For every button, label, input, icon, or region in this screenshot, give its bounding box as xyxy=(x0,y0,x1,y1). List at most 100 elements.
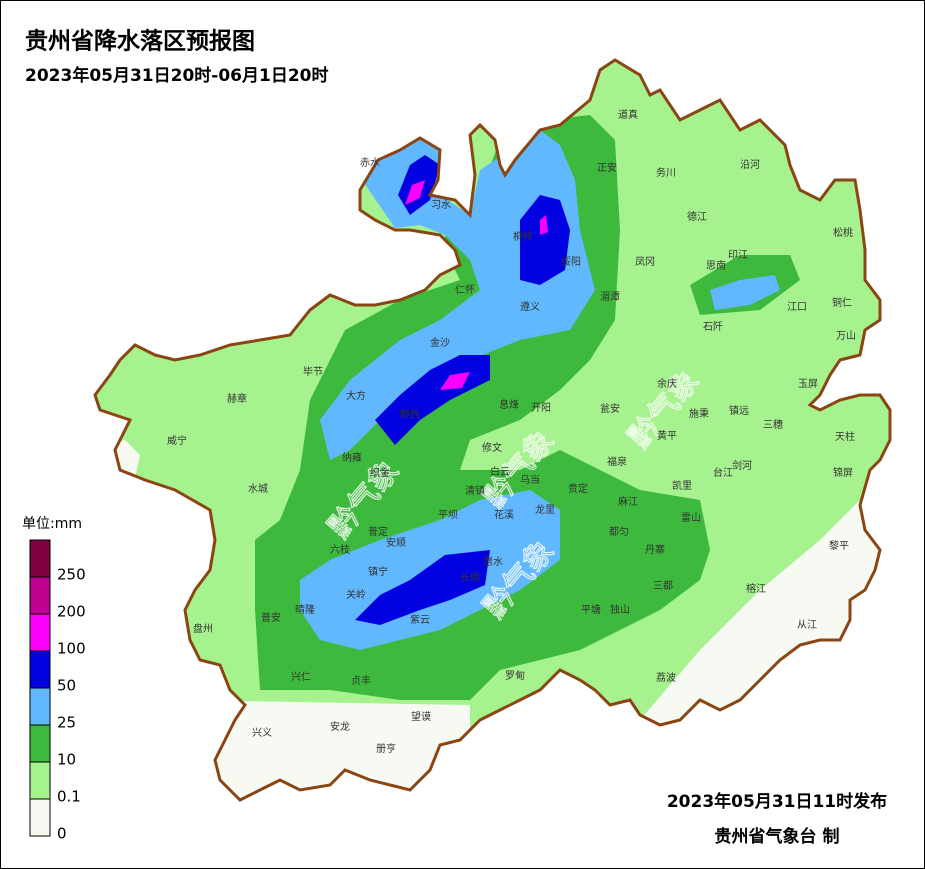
county-label: 沿河 xyxy=(740,159,760,171)
county-label: 大方 xyxy=(346,389,366,402)
legend-swatch xyxy=(29,539,51,578)
issue-time: 2023年05月31日11时发布 xyxy=(667,791,887,812)
county-label: 册亨 xyxy=(376,742,396,755)
county-label: 罗甸 xyxy=(505,669,525,682)
county-label: 湄潭 xyxy=(600,291,620,303)
county-label: 兴仁 xyxy=(291,671,311,683)
county-label: 紫云 xyxy=(410,614,430,626)
rain-areas xyxy=(95,60,890,800)
county-label: 威宁 xyxy=(167,434,187,447)
county-label: 贞丰 xyxy=(351,674,371,687)
county-label: 纳雍 xyxy=(342,451,362,464)
county-label: 仁怀 xyxy=(455,284,475,296)
county-label: 独山 xyxy=(610,603,630,616)
county-label: 镇宁 xyxy=(368,565,388,578)
county-label: 织金 xyxy=(370,466,390,479)
county-label: 白云 xyxy=(490,465,510,478)
county-label: 德江 xyxy=(687,210,707,223)
county-label: 平塘 xyxy=(581,603,601,616)
county-label: 习水 xyxy=(431,199,451,211)
county-label: 平坝 xyxy=(438,509,458,521)
county-label: 天柱 xyxy=(835,430,855,443)
legend-unit: 单位:mm xyxy=(22,516,82,532)
county-label: 普定 xyxy=(368,525,388,538)
county-label: 铜仁 xyxy=(832,297,852,309)
county-label: 六枝 xyxy=(330,543,350,556)
county-label: 麻江 xyxy=(618,495,638,508)
legend-label: 200 xyxy=(57,603,86,621)
legend-swatch xyxy=(29,576,51,615)
legend-label: 250 xyxy=(57,566,86,584)
county-label: 瓮安 xyxy=(600,402,620,415)
county-label: 绥阳 xyxy=(561,256,581,268)
county-label: 普安 xyxy=(261,611,281,624)
county-label: 余庆 xyxy=(657,377,677,390)
legend-label: 100 xyxy=(57,640,86,658)
county-label: 桐梓 xyxy=(513,230,533,243)
rain-area xyxy=(520,195,570,285)
legend-swatch xyxy=(29,650,51,689)
county-label: 兴义 xyxy=(252,727,272,739)
rain-area xyxy=(405,180,425,205)
agency: 贵州省气象台 制 xyxy=(715,826,840,847)
county-label: 荔波 xyxy=(656,671,676,684)
county-label: 松桃 xyxy=(833,226,853,239)
legend-swatch xyxy=(29,798,51,837)
county-label: 正安 xyxy=(597,161,617,174)
county-label: 望谟 xyxy=(411,710,431,723)
county-label: 开阳 xyxy=(531,402,551,414)
county-label: 镇远 xyxy=(729,404,749,417)
county-label: 道真 xyxy=(618,108,638,121)
legend-label: 0.1 xyxy=(57,788,81,806)
county-label: 凯里 xyxy=(672,479,692,492)
legend-label: 10 xyxy=(57,751,76,769)
county-label: 花溪 xyxy=(494,508,514,521)
county-label: 毕节 xyxy=(303,365,323,378)
county-label: 盘州 xyxy=(193,622,213,635)
county-label: 三穗 xyxy=(763,418,783,431)
county-label: 清镇 xyxy=(465,484,485,497)
county-label: 台江 xyxy=(713,466,733,479)
legend: 250 200 100 50 25 10 0.1 0 xyxy=(29,539,86,843)
county-label: 黎平 xyxy=(829,539,849,552)
county-label: 龙里 xyxy=(535,503,555,516)
county-label: 丹寨 xyxy=(645,543,665,556)
county-label: 剑河 xyxy=(732,459,752,472)
county-label: 贵定 xyxy=(568,482,588,495)
county-label: 黄平 xyxy=(657,429,677,442)
county-label: 石阡 xyxy=(703,321,723,333)
county-label: 万山 xyxy=(836,330,856,342)
legend-swatch xyxy=(29,761,51,800)
county-label: 乌当 xyxy=(520,473,540,486)
county-label: 安龙 xyxy=(330,720,350,733)
county-label: 长顺 xyxy=(460,572,480,584)
county-label: 黔西 xyxy=(400,408,420,421)
county-label: 玉屏 xyxy=(798,378,818,390)
rain-area xyxy=(440,372,470,390)
legend-swatch xyxy=(29,724,51,763)
province-border xyxy=(93,58,892,802)
legend-label: 0 xyxy=(57,825,67,843)
subtitle: 2023年05月31日20时-06月1日20时 xyxy=(25,65,329,86)
county-label: 施秉 xyxy=(689,407,709,420)
county-label: 晴隆 xyxy=(295,603,315,616)
rain-area xyxy=(540,215,548,235)
county-label: 息烽 xyxy=(499,398,519,411)
county-label: 务川 xyxy=(656,166,676,179)
province-map: 黔气象 黔气象黔气象黔气象赤水习水道真务川沿河正安桐梓绥阳德江松桃印江思南凤冈仁怀… xyxy=(93,58,892,802)
rain-area xyxy=(710,275,780,310)
legend-swatch xyxy=(29,613,51,652)
county-label: 三都 xyxy=(653,580,673,592)
county-label: 惠水 xyxy=(483,555,503,568)
county-label: 赤水 xyxy=(360,157,380,169)
county-label: 遵义 xyxy=(520,300,540,313)
county-label: 赫章 xyxy=(227,392,247,405)
county-label: 印江 xyxy=(728,249,748,261)
legend-label: 25 xyxy=(57,714,76,732)
county-label: 锦屏 xyxy=(833,466,853,479)
county-label: 凤冈 xyxy=(635,256,655,268)
county-label: 关岭 xyxy=(346,588,366,601)
county-label: 雷山 xyxy=(681,512,701,524)
county-label: 从江 xyxy=(797,619,817,631)
county-label: 都匀 xyxy=(609,526,629,538)
